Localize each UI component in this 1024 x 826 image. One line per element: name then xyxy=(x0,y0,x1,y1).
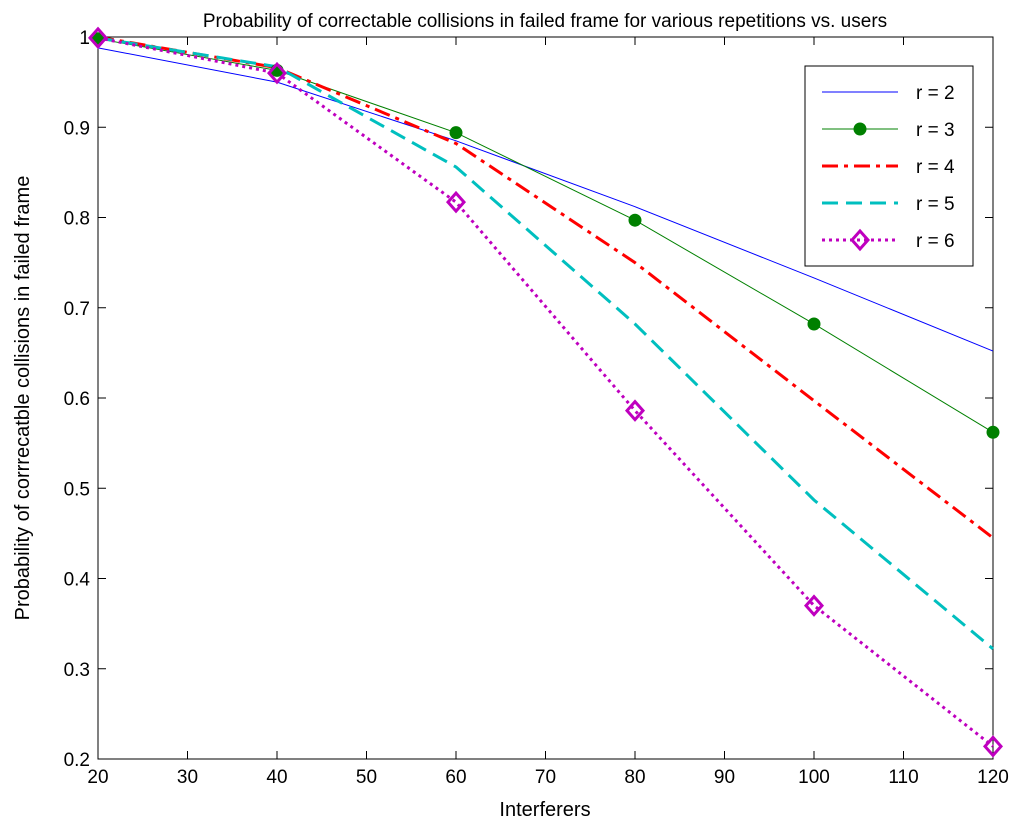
series-line-3 xyxy=(97,38,994,433)
x-tick-label: 20 xyxy=(87,767,108,788)
x-axis-label: Interferers xyxy=(499,799,590,821)
legend-marker xyxy=(849,228,871,252)
data-point-marker xyxy=(449,126,463,140)
y-axis-label: Probability of corrrecatble collisions i… xyxy=(12,176,34,621)
series-markers xyxy=(87,26,1004,758)
data-point-marker xyxy=(266,61,288,85)
legend-item: r = 6 xyxy=(822,228,955,252)
data-point-marker xyxy=(624,399,646,422)
legend-marker xyxy=(853,122,867,136)
legend-item: r = 3 xyxy=(822,120,955,141)
series-line-2 xyxy=(97,47,994,352)
y-tick-labels: 0.2 0.3 0.4 0.5 0.6 0.7 0.8 0.9 1 xyxy=(64,28,91,771)
y-tick-label: 1 xyxy=(79,28,90,49)
legend-label: r = 4 xyxy=(916,157,955,178)
legend-item: r = 4 xyxy=(822,157,955,178)
y-tick-label: 0.4 xyxy=(64,570,91,591)
data-point-marker xyxy=(628,213,642,227)
y-tick-label: 0.2 xyxy=(64,750,90,771)
data-point-marker xyxy=(445,190,467,214)
x-tick-label: 30 xyxy=(177,767,198,788)
x-tick-label: 90 xyxy=(714,767,735,788)
x-tick-label: 100 xyxy=(798,767,830,788)
chart-title: Probability of correctable collisions in… xyxy=(203,11,887,32)
data-point-marker xyxy=(986,425,1000,439)
x-tick-labels: 20 30 40 50 60 70 80 90 100 110 120 xyxy=(87,767,1008,788)
series-line-6 xyxy=(97,36,994,748)
y-tick-label: 0.6 xyxy=(64,389,90,410)
y-tick-label: 0.8 xyxy=(64,209,90,230)
y-tick-label: 0.9 xyxy=(64,118,90,139)
x-tick-label: 110 xyxy=(888,767,918,788)
y-tick-label: 0.7 xyxy=(64,299,90,320)
legend: r = 2 r = 3 r = 4 r = 5 r = 6 xyxy=(804,65,974,267)
data-point-marker xyxy=(982,735,1004,758)
x-tick-label: 50 xyxy=(356,767,377,788)
legend-item: r = 2 xyxy=(822,83,955,104)
data-point-marker xyxy=(87,26,109,50)
legend-label: r = 2 xyxy=(916,83,955,104)
x-tick-label: 40 xyxy=(266,767,287,788)
tick-marks xyxy=(97,36,994,760)
x-tick-label: 60 xyxy=(445,767,466,788)
y-tick-label: 0.5 xyxy=(64,479,90,500)
y-tick-label: 0.3 xyxy=(64,660,90,681)
x-tick-label: 80 xyxy=(624,767,645,788)
x-tick-label: 120 xyxy=(977,767,1009,788)
data-point-marker xyxy=(807,317,821,331)
legend-label: r = 3 xyxy=(916,120,955,141)
series-line-5 xyxy=(97,36,994,651)
legend-label: r = 5 xyxy=(916,194,955,215)
data-point-marker xyxy=(803,594,825,617)
x-tick-label: 70 xyxy=(535,767,556,788)
legend-item: r = 5 xyxy=(822,194,955,215)
series-lines xyxy=(97,35,994,748)
legend-label: r = 6 xyxy=(916,231,955,252)
